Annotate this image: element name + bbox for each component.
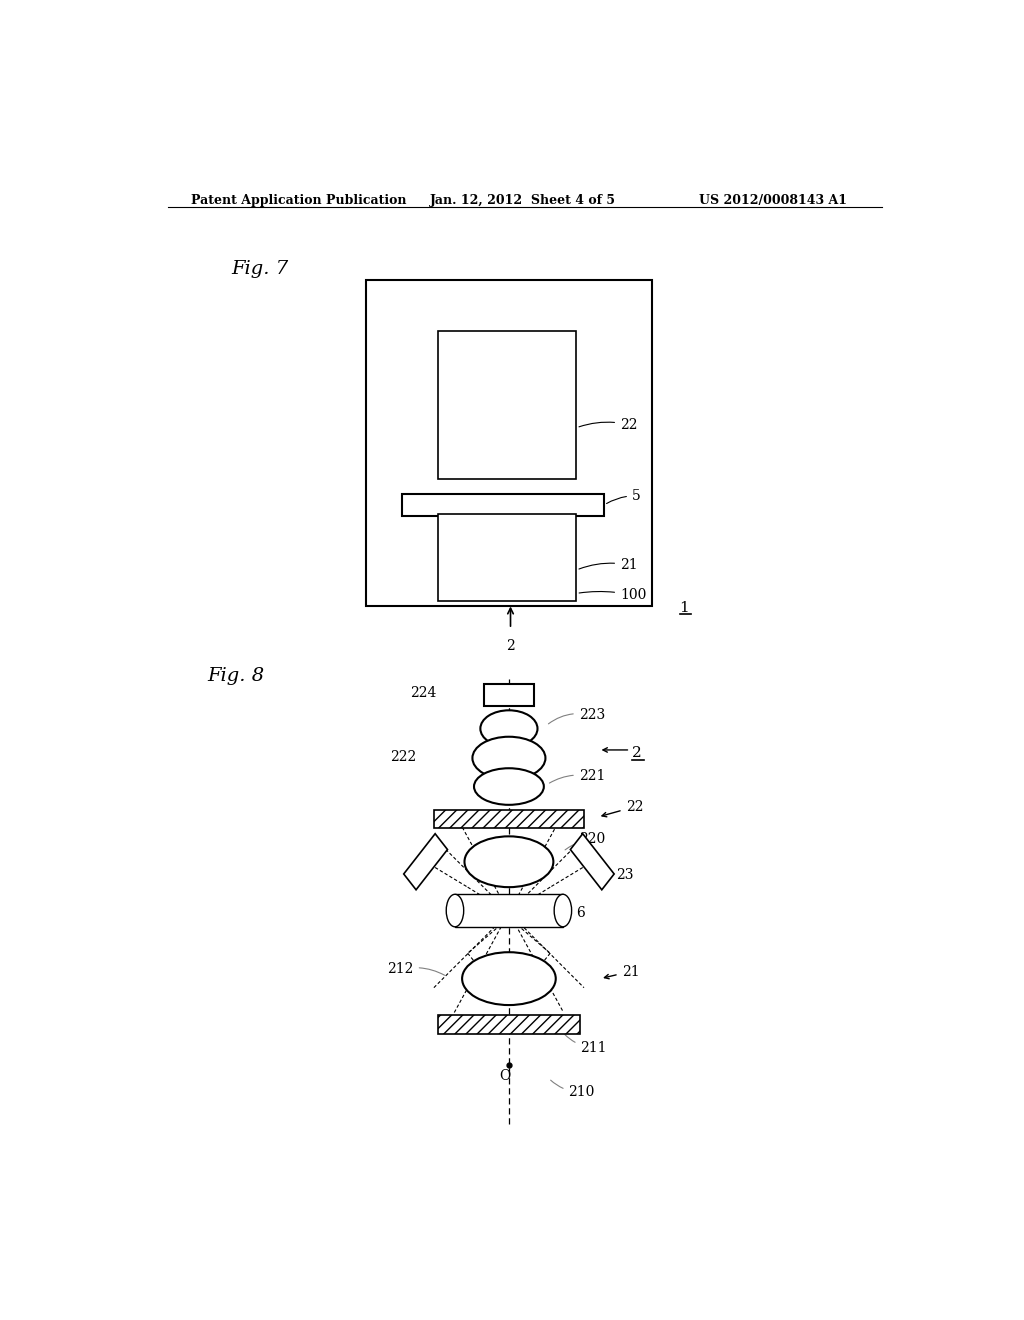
Text: 21: 21 (604, 965, 639, 979)
Text: Fig. 8: Fig. 8 (207, 667, 264, 685)
Text: 21: 21 (579, 558, 638, 572)
Ellipse shape (462, 952, 556, 1005)
Text: 6: 6 (564, 906, 585, 920)
Text: 22: 22 (579, 417, 638, 432)
FancyBboxPatch shape (455, 894, 563, 927)
Text: 2: 2 (506, 639, 515, 653)
Text: 2: 2 (632, 746, 642, 760)
Text: 222: 222 (390, 750, 416, 764)
FancyBboxPatch shape (437, 331, 577, 479)
FancyBboxPatch shape (437, 515, 577, 601)
Text: US 2012/0008143 A1: US 2012/0008143 A1 (699, 194, 848, 207)
Polygon shape (403, 834, 447, 890)
FancyBboxPatch shape (367, 280, 651, 606)
Text: 211: 211 (565, 1035, 607, 1055)
Text: 212: 212 (387, 962, 444, 977)
Ellipse shape (480, 710, 538, 747)
Ellipse shape (472, 737, 546, 779)
Text: Jan. 12, 2012  Sheet 4 of 5: Jan. 12, 2012 Sheet 4 of 5 (430, 194, 615, 207)
FancyBboxPatch shape (438, 1015, 580, 1034)
Text: 221: 221 (550, 770, 605, 783)
Text: 220: 220 (565, 833, 605, 850)
Ellipse shape (554, 894, 571, 927)
Text: 5: 5 (606, 488, 641, 503)
Text: 224: 224 (410, 686, 436, 700)
Ellipse shape (446, 894, 464, 927)
FancyBboxPatch shape (401, 494, 604, 516)
Ellipse shape (465, 837, 553, 887)
Text: 210: 210 (551, 1080, 595, 1100)
Text: 22: 22 (602, 800, 643, 817)
Text: 1: 1 (680, 601, 689, 615)
FancyBboxPatch shape (434, 810, 584, 828)
Text: Patent Application Publication: Patent Application Publication (191, 194, 407, 207)
Polygon shape (570, 834, 614, 890)
FancyBboxPatch shape (484, 684, 534, 706)
Text: O: O (500, 1069, 511, 1084)
Text: Fig. 7: Fig. 7 (231, 260, 289, 279)
Text: 23: 23 (603, 869, 634, 882)
Text: 100: 100 (580, 589, 646, 602)
Ellipse shape (474, 768, 544, 805)
Text: 223: 223 (549, 709, 605, 723)
